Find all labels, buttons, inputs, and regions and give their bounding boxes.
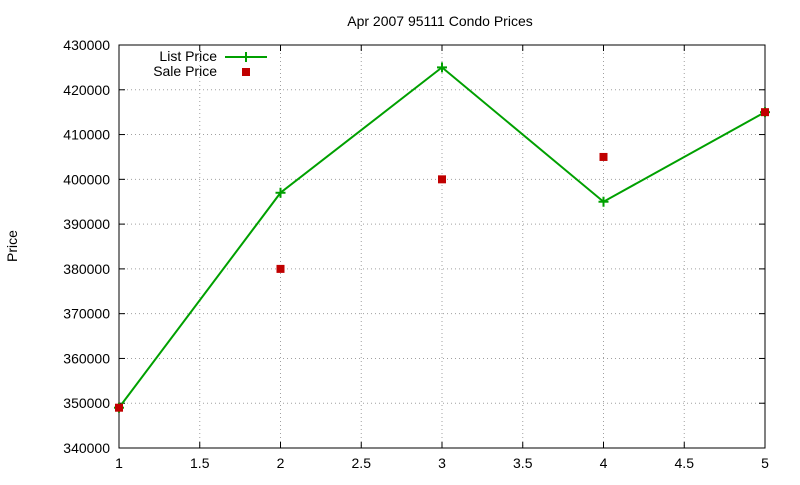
y-axis-label: Price — [4, 230, 20, 262]
y-tick-label: 420000 — [63, 82, 110, 98]
x-tick-label: 2.5 — [352, 455, 372, 471]
list-price-point — [598, 196, 609, 207]
chart-title: Apr 2007 95111 Condo Prices — [347, 13, 533, 29]
axes — [118, 44, 766, 449]
grid-lines — [119, 45, 765, 448]
x-tick-label: 2 — [277, 455, 285, 471]
y-tick-label: 400000 — [63, 171, 110, 187]
y-tick-label: 360000 — [63, 350, 110, 366]
x-tick-label: 4.5 — [675, 455, 695, 471]
y-tick-label: 350000 — [63, 395, 110, 411]
sale-price-point — [599, 152, 608, 161]
x-tick-label: 1 — [115, 455, 123, 471]
sale-price-point — [115, 403, 123, 412]
sale-price-point — [438, 175, 446, 184]
legend-label-sale-price: Sale Price — [153, 63, 217, 79]
series-marks — [114, 62, 770, 413]
sale-price-point — [276, 264, 285, 273]
y-tick-label: 370000 — [63, 306, 110, 322]
sale-price-point — [761, 108, 769, 117]
y-tick-label: 390000 — [63, 216, 110, 232]
y-tick-label: 340000 — [63, 440, 110, 456]
legend-marker-sale-price — [242, 68, 250, 76]
x-tick-label: 4 — [600, 455, 608, 471]
tick-labels: 1 1.5 2 2.5 3 3.5 4 4.5 5 340000 350000 360000 37000… — [63, 37, 769, 471]
y-tick-label: 380000 — [63, 261, 110, 277]
y-tick-label: 430000 — [63, 37, 110, 53]
x-tick-label: 3 — [438, 455, 446, 471]
legend-label-list-price: List Price — [159, 48, 217, 64]
x-tick-label: 3.5 — [513, 455, 533, 471]
list-price-point — [275, 187, 286, 198]
y-tick-label: 410000 — [63, 127, 110, 143]
x-tick-label: 5 — [761, 455, 769, 471]
list-price-point — [437, 62, 447, 73]
x-tick-label: 1.5 — [190, 455, 210, 471]
